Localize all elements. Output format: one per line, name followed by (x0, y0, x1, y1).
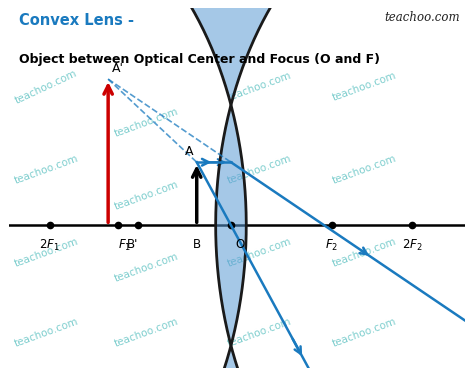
Text: teachoo.com: teachoo.com (226, 71, 293, 103)
Text: teachoo.com: teachoo.com (112, 316, 180, 349)
Text: teachoo.com: teachoo.com (384, 11, 460, 24)
Text: teachoo.com: teachoo.com (331, 316, 398, 349)
Text: teachoo.com: teachoo.com (112, 251, 180, 284)
Text: $F_2$: $F_2$ (325, 238, 338, 253)
Text: teachoo.com: teachoo.com (331, 71, 398, 103)
Text: $F_1$: $F_1$ (118, 238, 131, 253)
Text: teachoo.com: teachoo.com (331, 237, 398, 269)
Text: teachoo.com: teachoo.com (13, 68, 79, 106)
Text: O: O (236, 238, 245, 251)
Text: teachoo.com: teachoo.com (226, 316, 293, 349)
Polygon shape (5, 0, 457, 376)
Text: B: B (192, 238, 201, 251)
Text: teachoo.com: teachoo.com (226, 154, 293, 186)
Text: teachoo.com: teachoo.com (12, 316, 79, 349)
Text: teachoo.com: teachoo.com (112, 107, 180, 139)
Text: teachoo.com: teachoo.com (226, 237, 293, 269)
Text: Object between Optical Center and Focus (O and F): Object between Optical Center and Focus … (18, 53, 380, 66)
Text: A': A' (112, 62, 124, 74)
Text: A: A (185, 145, 193, 158)
Text: teachoo.com: teachoo.com (12, 237, 79, 269)
Text: teachoo.com: teachoo.com (112, 179, 180, 211)
Text: $2F_2$: $2F_2$ (402, 238, 422, 253)
Text: Convex Lens -: Convex Lens - (18, 13, 134, 28)
Text: teachoo.com: teachoo.com (12, 154, 79, 186)
Text: teachoo.com: teachoo.com (331, 154, 398, 186)
Text: $2F_1$: $2F_1$ (39, 238, 60, 253)
Text: B': B' (127, 238, 138, 251)
